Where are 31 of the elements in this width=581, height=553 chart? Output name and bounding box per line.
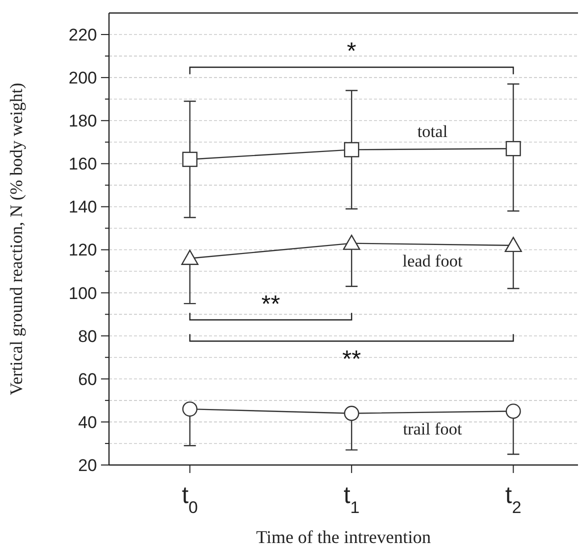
point	[506, 141, 521, 156]
point	[504, 236, 522, 252]
point	[182, 401, 198, 417]
y-tick-label: 60	[78, 370, 97, 389]
annotation: **	[261, 290, 280, 318]
series-label: total	[417, 122, 448, 142]
y-tick-label: 40	[78, 412, 97, 432]
y-axis-title: Vertical ground reaction, N (% body weight)	[6, 82, 26, 396]
point	[344, 142, 360, 158]
x-tick-label: t$_{1}$	[344, 482, 360, 516]
point	[506, 404, 521, 419]
point	[182, 152, 198, 167]
x-axis-title: Time of the intrevention	[256, 527, 431, 547]
y-tick-label: 80	[78, 326, 97, 346]
annotation: **	[342, 346, 361, 374]
point	[344, 406, 360, 421]
y-tick-label: 100	[68, 284, 97, 303]
y-tick-label: 140	[68, 198, 97, 217]
series-label: trail foot	[402, 419, 462, 438]
annotation: *	[346, 38, 356, 66]
x-tick-label: t$_{0}$	[182, 482, 198, 516]
y-tick-label: 20	[78, 456, 97, 475]
x-tick-label: t$_{2}$	[505, 482, 522, 516]
point	[181, 250, 198, 265]
y-tick-label: 120	[68, 240, 97, 260]
y-tick-label: 220	[68, 25, 97, 44]
y-tick-label: 160	[68, 154, 97, 174]
point	[342, 234, 360, 250]
y-tick-label: 200	[68, 68, 97, 88]
y-tick-label: 180	[68, 112, 97, 131]
series-label: lead foot	[402, 251, 463, 270]
